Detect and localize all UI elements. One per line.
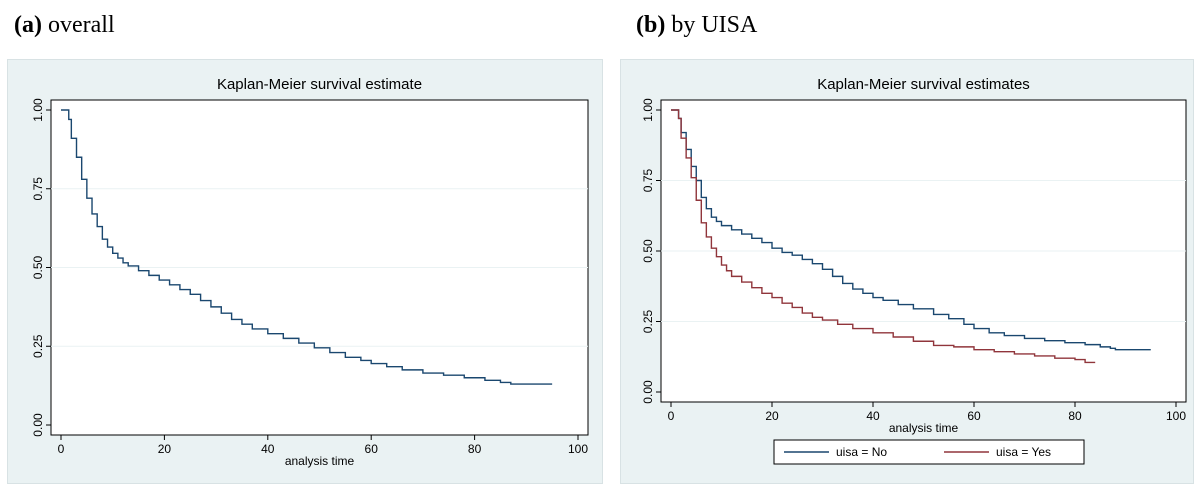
y-tick-label: 0.00: [31, 413, 45, 437]
x-tick-label: 20: [765, 409, 779, 423]
chart-title: Kaplan-Meier survival estimate: [217, 76, 422, 93]
legend: uisa = No uisa = Yes: [773, 439, 1085, 465]
panel-a-caption: overall: [41, 12, 115, 38]
x-tick-label: 40: [261, 442, 275, 456]
series-line-1: [61, 109, 553, 385]
km-chart-by-uisa: Kaplan-Meier survival estimates 0.00 0.25 0…: [641, 76, 1187, 465]
series-line-2: [671, 109, 1096, 364]
chart-title: Kaplan-Meier survival estimates: [817, 76, 1030, 93]
series-line-1: [671, 109, 1151, 351]
x-axis-label: analysis time: [889, 421, 959, 435]
panel-a-letter: (a): [14, 12, 42, 38]
chart-panel-overall: Kaplan-Meier survival estimate 0.00 0.25 0.…: [7, 59, 603, 484]
x-tick-label: 40: [866, 409, 880, 423]
y-tick-label: 0.00: [641, 380, 655, 404]
y-tick-label: 0.75: [31, 177, 45, 201]
x-tick-label: 100: [1166, 409, 1186, 423]
panel-b-label: (b) by UISA: [636, 12, 757, 39]
x-tick-label: 0: [668, 409, 675, 423]
x-axis-label: analysis time: [285, 454, 355, 468]
chart-panel-by-uisa: Kaplan-Meier survival estimates 0.00 0.25 0…: [620, 59, 1194, 484]
km-chart-overall: Kaplan-Meier survival estimate 0.00 0.25 0.…: [31, 76, 589, 468]
y-tick-label: 0.50: [641, 239, 655, 263]
panel-a-label: (a) overall: [14, 12, 115, 39]
y-tick-label: 0.50: [31, 255, 45, 279]
panel-b-caption: by UISA: [665, 12, 758, 38]
legend-label: uisa = No: [836, 445, 887, 459]
panel-b-letter: (b): [636, 12, 666, 38]
x-tick-label: 60: [365, 442, 379, 456]
y-tick-label: 0.25: [641, 309, 655, 333]
x-tick-label: 80: [468, 442, 482, 456]
x-tick-label: 60: [967, 409, 981, 423]
x-tick-label: 80: [1068, 409, 1082, 423]
y-tick-label: 0.75: [641, 168, 655, 192]
x-tick-label: 100: [568, 442, 588, 456]
y-tick-label: 1.00: [641, 98, 655, 122]
x-tick-label: 20: [158, 442, 172, 456]
x-tick-label: 0: [58, 442, 65, 456]
y-tick-label: 1.00: [31, 98, 45, 122]
y-tick-label: 0.25: [31, 334, 45, 358]
legend-label: uisa = Yes: [996, 445, 1051, 459]
